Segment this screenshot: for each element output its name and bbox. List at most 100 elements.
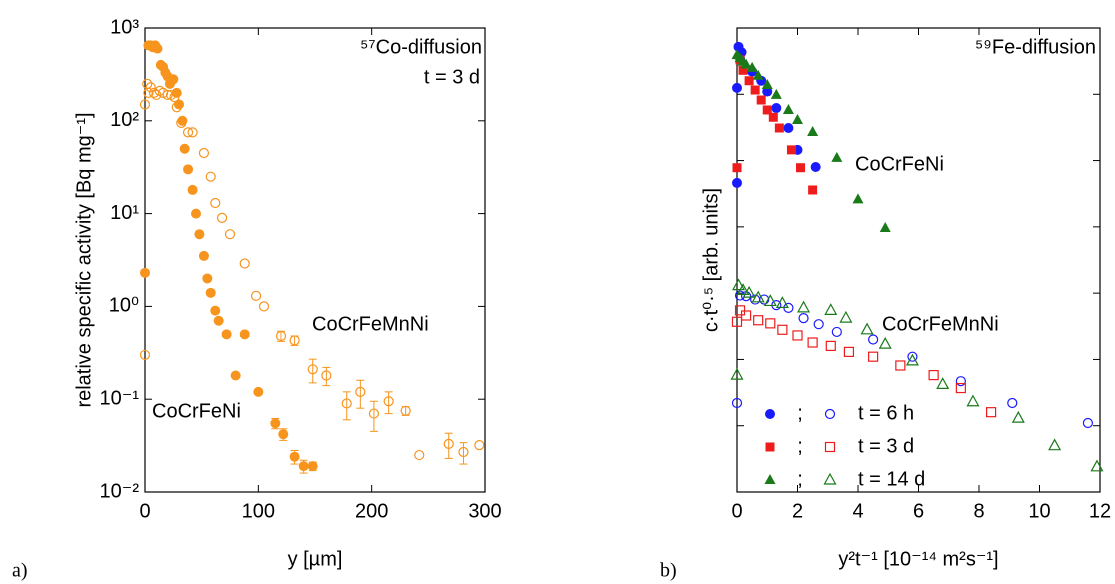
marker — [878, 336, 892, 349]
marker — [289, 335, 300, 346]
marker — [762, 105, 772, 115]
marker — [936, 377, 950, 390]
marker — [270, 418, 281, 429]
marker — [298, 461, 309, 472]
marker — [383, 396, 394, 407]
marker — [905, 353, 919, 366]
annotation: t = 3 d — [424, 66, 480, 88]
x-axis-label: y²t⁻¹ [10⁻¹⁴ m²s⁻¹] — [838, 548, 998, 570]
marker — [731, 397, 743, 409]
marker — [368, 408, 380, 419]
marker — [183, 164, 194, 175]
marker — [734, 305, 746, 316]
marker — [813, 319, 824, 330]
marker — [753, 315, 764, 326]
marker — [831, 151, 843, 162]
marker — [895, 360, 906, 371]
marker — [443, 438, 454, 449]
marker — [140, 267, 150, 278]
marker — [275, 330, 287, 342]
marker — [831, 326, 842, 338]
marker — [179, 143, 190, 154]
marker — [777, 324, 788, 335]
marker — [774, 123, 784, 133]
marker — [250, 290, 262, 301]
marker — [230, 370, 241, 381]
marker — [751, 290, 765, 303]
marker — [792, 330, 803, 341]
x-tick-label: 2 — [792, 500, 803, 522]
marker — [740, 58, 752, 69]
marker — [143, 87, 154, 98]
marker — [756, 95, 766, 105]
marker — [162, 89, 173, 101]
x-tick-label: 300 — [468, 500, 501, 522]
marker — [145, 82, 156, 93]
marker — [289, 451, 300, 462]
marker — [786, 145, 796, 155]
marker — [169, 92, 180, 103]
y-tick-label: 10⁰ — [109, 295, 139, 317]
marker — [765, 318, 776, 329]
marker — [1090, 459, 1104, 472]
marker — [731, 316, 743, 327]
marker — [321, 370, 332, 381]
marker — [258, 301, 270, 312]
y-tick-label: 10⁻¹ — [100, 387, 140, 409]
x-tick-label: 8 — [973, 500, 984, 522]
marker — [187, 184, 198, 195]
series-label: CoCrFeMnNi — [312, 313, 429, 335]
marker — [839, 310, 853, 323]
y-tick-label: 10⁻² — [100, 480, 140, 502]
marker — [216, 212, 228, 223]
marker — [955, 376, 966, 387]
y-tick-label: 10³ — [110, 16, 139, 38]
marker — [191, 208, 201, 219]
marker — [213, 315, 224, 326]
marker — [732, 82, 742, 93]
marker — [810, 161, 821, 172]
marker — [205, 171, 216, 182]
marker — [807, 125, 819, 136]
marker — [825, 340, 836, 351]
marker — [738, 65, 748, 75]
marker — [307, 461, 318, 472]
marker — [744, 76, 754, 86]
marker — [139, 99, 151, 110]
marker — [740, 310, 752, 321]
annotation: ⁵⁹Fe-diffusion — [975, 36, 1096, 58]
x-tick-label: 0 — [731, 500, 742, 522]
marker — [797, 300, 811, 313]
x-tick-label: 10 — [1028, 500, 1050, 522]
marker — [807, 337, 818, 348]
panel-label: a) — [12, 560, 28, 582]
legend-label: t = 6 h — [858, 402, 914, 424]
y-tick-label: 10¹ — [110, 202, 139, 224]
marker — [152, 43, 163, 54]
marker — [400, 405, 411, 416]
marker — [168, 74, 179, 85]
marker — [307, 364, 318, 375]
marker — [782, 103, 794, 114]
y-axis-label: relative specific activity [Bq mg⁻¹] — [73, 112, 95, 407]
marker — [792, 113, 803, 124]
marker — [764, 474, 776, 484]
marker — [808, 185, 818, 195]
marker — [761, 79, 773, 90]
marker — [759, 294, 770, 305]
marker — [750, 85, 760, 95]
marker — [868, 351, 879, 362]
marker — [224, 229, 236, 240]
marker — [198, 250, 209, 261]
marker — [1007, 397, 1018, 409]
marker — [823, 472, 837, 485]
marker — [752, 69, 764, 80]
marker — [239, 329, 250, 340]
marker — [221, 329, 232, 340]
marker — [176, 117, 187, 128]
marker — [194, 229, 205, 240]
marker — [966, 394, 980, 407]
marker — [1011, 410, 1025, 423]
marker — [732, 177, 742, 188]
